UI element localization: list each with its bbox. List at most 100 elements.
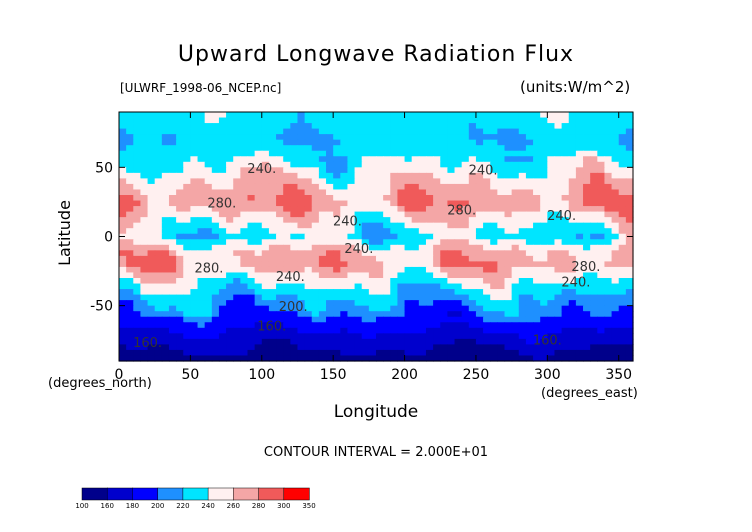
heatmap-cell (540, 117, 548, 124)
heatmap-cell (418, 195, 427, 202)
heatmap-cell (211, 294, 220, 301)
heatmap-cell (326, 311, 334, 318)
heatmap-cell (447, 206, 456, 213)
heatmap-cell (168, 145, 177, 152)
heatmap-cell (183, 206, 191, 213)
heatmap-cell (547, 195, 556, 202)
heatmap-cell (211, 311, 220, 318)
heatmap-cell (504, 161, 513, 168)
heatmap-cell (625, 178, 634, 185)
heatmap-cell (368, 112, 377, 119)
heatmap-cell (283, 167, 291, 174)
heatmap-cell (425, 355, 434, 362)
heatmap-cell (518, 167, 527, 174)
heatmap-cell (340, 316, 349, 323)
heatmap-cell (604, 200, 613, 207)
heatmap-cell (525, 178, 534, 185)
heatmap-cell (147, 311, 156, 318)
heatmap-cell (368, 150, 377, 157)
heatmap-cell (218, 349, 227, 357)
heatmap-cell (561, 327, 570, 334)
heatmap-cell (176, 150, 184, 157)
heatmap-cell (133, 283, 142, 290)
heatmap-cell (204, 123, 213, 130)
heatmap-cell (540, 305, 548, 312)
heatmap-cell (211, 139, 220, 146)
heatmap-cell (411, 311, 420, 318)
heatmap-cell (204, 222, 213, 229)
heatmap-cell (268, 239, 277, 246)
heatmap-cell (354, 344, 363, 351)
heatmap-cell (304, 189, 313, 196)
heatmap-cell (568, 289, 577, 296)
heatmap-cell (604, 311, 613, 318)
heatmap-cell (390, 233, 399, 240)
heatmap-cell (340, 278, 349, 285)
heatmap-cell (333, 283, 341, 290)
heatmap-cell (361, 283, 370, 290)
heatmap-cell (290, 349, 299, 357)
heatmap-cell (340, 112, 349, 119)
heatmap-cell (397, 283, 406, 290)
heatmap-cell (197, 172, 206, 179)
heatmap-cell (583, 172, 591, 179)
heatmap-cell (475, 327, 484, 334)
heatmap-cell (618, 195, 627, 202)
y-tick-label: -50 (90, 299, 113, 315)
heatmap-cell (611, 272, 620, 279)
heatmap-cell (247, 156, 256, 163)
heatmap-cell (561, 349, 570, 357)
heatmap-cell (283, 217, 291, 224)
heatmap-cell (147, 172, 156, 179)
heatmap-cell (276, 139, 284, 146)
heatmap-cell (226, 349, 234, 357)
heatmap-cell (204, 294, 213, 301)
heatmap-cell (283, 255, 291, 262)
heatmap-cell (376, 349, 384, 357)
heatmap-cell (168, 161, 177, 168)
heatmap-cell (504, 145, 513, 152)
heatmap-cell (197, 156, 206, 163)
heatmap-cell (504, 333, 513, 340)
heatmap-cell (218, 134, 227, 141)
heatmap-cell (204, 161, 213, 168)
contour-label: 280. (207, 196, 236, 211)
heatmap-cell (283, 333, 291, 340)
heatmap-cell (383, 244, 391, 251)
heatmap-cell (154, 233, 163, 240)
heatmap-cell (290, 355, 299, 362)
heatmap-cell (354, 150, 363, 157)
heatmap-cell (511, 112, 520, 119)
heatmap-cell (447, 150, 456, 157)
heatmap-cell (154, 283, 163, 290)
heatmap-cell (404, 150, 413, 157)
heatmap-cell (290, 217, 299, 224)
heatmap-cell (454, 228, 463, 235)
heatmap-cell (290, 266, 299, 274)
heatmap-cell (404, 250, 413, 257)
heatmap-cell (597, 233, 606, 240)
heatmap-cell (254, 338, 263, 345)
heatmap-cell (625, 112, 634, 119)
heatmap-cell (547, 316, 556, 323)
heatmap-cell (140, 344, 149, 351)
heatmap-cell (590, 172, 598, 179)
heatmap-cell (376, 344, 384, 351)
heatmap-cell (504, 139, 513, 146)
heatmap-cell (226, 316, 234, 323)
heatmap-cell (583, 222, 591, 229)
heatmap-cell (425, 255, 434, 262)
heatmap-cell (597, 344, 606, 351)
heatmap-cell (311, 172, 320, 179)
heatmap-cell (183, 333, 191, 340)
heatmap-cell (575, 189, 584, 196)
heatmap-cell (211, 211, 220, 218)
heatmap-cell (147, 150, 156, 157)
heatmap-cell (483, 195, 491, 202)
heatmap-cell (390, 195, 399, 202)
heatmap-cell (533, 161, 541, 168)
heatmap-cell (447, 294, 456, 301)
heatmap-cell (447, 266, 456, 274)
heatmap-cell (197, 167, 206, 174)
heatmap-cell (233, 272, 241, 279)
